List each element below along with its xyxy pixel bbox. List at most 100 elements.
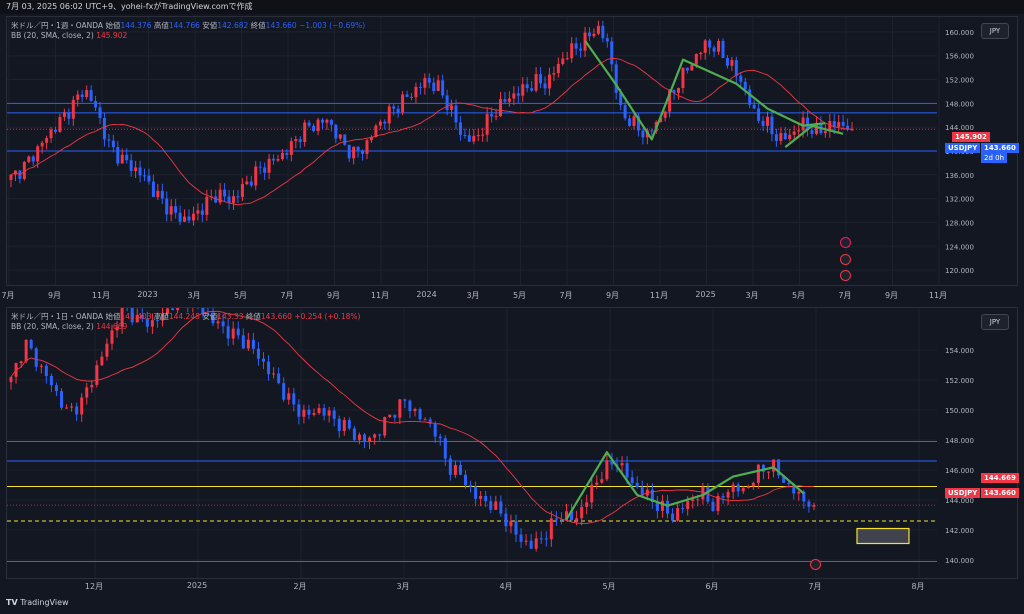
candle-body xyxy=(267,158,271,173)
candle-body xyxy=(176,308,180,311)
candle-body xyxy=(619,92,623,106)
candle-body xyxy=(45,138,49,143)
candle-body xyxy=(802,491,806,502)
daily-open-value: 143.403 xyxy=(120,312,152,321)
candle-body xyxy=(352,428,356,440)
candle-body xyxy=(711,501,715,511)
candle-body xyxy=(761,464,765,472)
candle-body xyxy=(610,41,614,65)
y-tick-label: 148.000 xyxy=(945,100,974,108)
event-flash-icon[interactable] xyxy=(840,237,851,248)
candle-body xyxy=(632,116,636,126)
candle-body xyxy=(807,501,811,507)
candle-body xyxy=(731,484,735,492)
candle-body xyxy=(703,40,707,53)
candle-body xyxy=(472,135,476,142)
candle-body xyxy=(183,216,187,222)
candle-body xyxy=(539,538,543,540)
candle-body xyxy=(579,48,583,51)
candle-body xyxy=(534,538,538,549)
candle-body xyxy=(221,321,225,327)
candle-body xyxy=(512,93,516,99)
candle-body xyxy=(374,125,378,138)
candle-body xyxy=(696,499,700,501)
candle-body xyxy=(570,43,574,59)
candle-body xyxy=(736,484,740,492)
candle-body xyxy=(659,117,663,123)
event-flag-us-icon[interactable] xyxy=(840,270,851,281)
weekly-currency-button[interactable]: JPY xyxy=(981,23,1009,39)
candle-body xyxy=(227,196,231,203)
y-tick-label: 144.000 xyxy=(945,124,974,132)
candle-body xyxy=(307,122,311,126)
candle-body xyxy=(352,146,356,159)
x-tick-label: 11月 xyxy=(370,291,390,300)
candle-body xyxy=(650,130,654,132)
candle-body xyxy=(801,117,805,131)
x-tick-label: 3月 xyxy=(466,291,480,300)
candle-body xyxy=(226,326,230,339)
daily-currency-button[interactable]: JPY xyxy=(981,314,1009,330)
candle-body xyxy=(485,114,489,135)
event-flag-jp-icon[interactable] xyxy=(840,254,851,265)
bollinger-line xyxy=(10,310,814,525)
candle-body xyxy=(832,121,836,127)
candle-body xyxy=(107,139,111,141)
candle-body xyxy=(135,314,139,323)
daily-chart-canvas[interactable]: 154.000 152.000 150.000 148.000 146.000 144.0… xyxy=(7,308,1017,578)
daily-bb-price-tag: 144.669 xyxy=(981,473,1019,483)
candle-body xyxy=(342,420,346,431)
y-tick-label: 152.000 xyxy=(945,377,974,385)
candle-body xyxy=(388,414,392,418)
candle-body xyxy=(458,464,462,475)
candle-body xyxy=(445,95,449,110)
weekly-open-value: 144.376 xyxy=(120,21,152,30)
candle-body xyxy=(552,73,556,75)
candle-body xyxy=(70,406,74,408)
candle-body xyxy=(325,119,329,123)
daily-change-value: +0.254 (+0.18%) xyxy=(294,312,361,321)
candle-body xyxy=(200,210,204,215)
candle-body xyxy=(60,391,63,408)
y-tick-label: 128.000 xyxy=(945,219,974,227)
weekly-time-axis[interactable]: 7月 9月 11月 2023 3月 5月 7月 9月 11月 2024 3月 5月 7月 9月 11月 202… xyxy=(1,287,1018,305)
daily-chart-pane[interactable]: 154.000 152.000 150.000 148.000 146.000 144.0… xyxy=(6,307,1019,579)
candle-body xyxy=(751,482,755,487)
x-tick-label: 5月 xyxy=(602,582,616,591)
candle-body xyxy=(739,75,743,82)
candle-body xyxy=(823,131,827,134)
candle-body xyxy=(178,212,182,222)
candle-body xyxy=(338,134,342,139)
candle-body xyxy=(655,502,659,511)
daily-legend: 米ドル／円・1日・OANDA 始値143.403 高値144.248 安値143… xyxy=(11,312,360,332)
candle-body xyxy=(140,314,144,319)
candle-body xyxy=(556,63,560,74)
candle-body xyxy=(258,166,262,168)
weekly-bb-value: 145.902 xyxy=(96,31,128,40)
candle-body xyxy=(317,408,321,414)
y-tick-label: 156.000 xyxy=(945,53,974,61)
y-tick-label: 150.000 xyxy=(945,407,974,415)
weekly-chart-pane[interactable]: 160.000156.000152.000148.000144.000140.0… xyxy=(6,16,1019,286)
weekly-chart-canvas[interactable]: 160.000156.000152.000148.000144.000140.0… xyxy=(7,17,1017,285)
candle-body xyxy=(201,308,205,315)
candle-body xyxy=(80,397,84,415)
weekly-high-label: 高値 xyxy=(153,21,169,30)
candle-body xyxy=(145,318,149,327)
candle-body xyxy=(766,116,769,126)
candle-body xyxy=(403,399,407,401)
daily-low-label: 安値 xyxy=(202,312,218,321)
swing-line xyxy=(565,451,805,520)
event-flag-us-icon[interactable] xyxy=(810,559,821,570)
candle-body xyxy=(9,376,13,383)
candle-body xyxy=(241,335,245,349)
x-tick-label: 8月 xyxy=(911,582,925,591)
candle-body xyxy=(71,99,75,119)
daily-bb-label: BB (20, SMA, close, 2) xyxy=(11,322,94,331)
candle-body xyxy=(787,482,791,485)
daily-symbol-tag: USDJPY xyxy=(945,488,981,498)
daily-time-axis[interactable]: 12月 2025 2月 3月 4月 5月 6月 7月 8月 xyxy=(6,578,1018,596)
candle-body xyxy=(44,365,48,376)
footer: 𝗧𝗩 TradingView xyxy=(6,598,69,607)
weekly-high-value: 144.766 xyxy=(168,21,200,30)
